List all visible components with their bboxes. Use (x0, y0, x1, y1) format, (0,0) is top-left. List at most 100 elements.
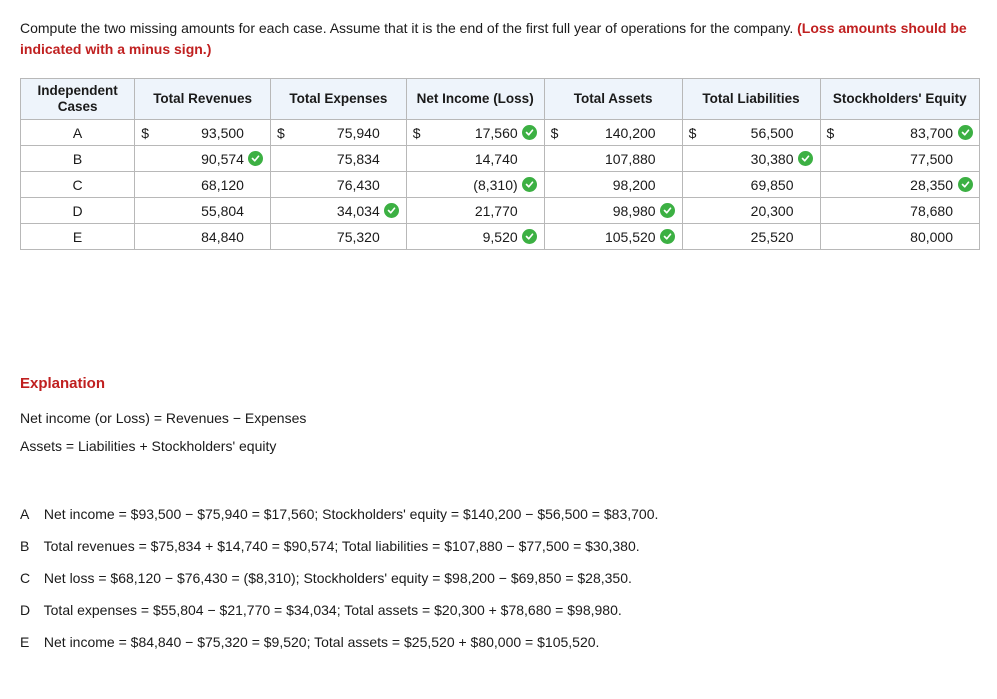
checkmark-icon (958, 125, 973, 140)
formula-line: Net income (or Loss) = Revenues − Expens… (20, 405, 977, 432)
amount-value: 80,000 (845, 229, 954, 245)
explanation-section: Explanation Net income (or Loss) = Reven… (20, 370, 977, 656)
currency-symbol: $ (413, 125, 427, 141)
check-slot (522, 151, 538, 167)
value-cell: 80,000 (820, 224, 980, 250)
value-cell: $140,200 (544, 120, 682, 146)
case-explanation-text: Net loss = $68,120 − $76,430 = ($8,310);… (40, 570, 632, 586)
case-label: C (21, 172, 135, 198)
amount-value: 56,500 (707, 125, 794, 141)
check-slot (384, 203, 400, 219)
case-explanation: E Net income = $84,840 − $75,320 = $9,52… (20, 628, 977, 656)
col-header: Total Assets (544, 79, 682, 120)
checkmark-icon (384, 203, 399, 218)
table-row: B90,57475,83414,740107,88030,38077,500 (21, 146, 980, 172)
case-label: B (21, 146, 135, 172)
check-slot (660, 151, 676, 167)
amount-value: 55,804 (159, 203, 244, 219)
check-slot (248, 151, 264, 167)
currency-symbol: $ (141, 125, 155, 141)
case-explanation-label: B (20, 532, 40, 560)
value-cell: 90,574 (135, 146, 271, 172)
explanation-heading: Explanation (20, 370, 977, 399)
amount-value: (8,310) (431, 177, 518, 193)
case-explanation-label: C (20, 564, 40, 592)
amount-value: 75,940 (295, 125, 380, 141)
check-slot (248, 125, 264, 141)
case-explanation-text: Total revenues = $75,834 + $14,740 = $90… (40, 538, 640, 554)
case-label: D (21, 198, 135, 224)
value-cell: $17,560 (406, 120, 544, 146)
value-cell: 107,880 (544, 146, 682, 172)
table-row: E84,84075,3209,520105,52025,52080,000 (21, 224, 980, 250)
table-row: D55,80434,03421,77098,98020,30078,680 (21, 198, 980, 224)
case-explanation: B Total revenues = $75,834 + $14,740 = $… (20, 532, 977, 560)
value-cell: $83,700 (820, 120, 980, 146)
amount-value: 105,520 (569, 229, 656, 245)
checkmark-icon (248, 151, 263, 166)
check-slot (522, 229, 538, 245)
check-slot (660, 203, 676, 219)
value-cell: 25,520 (682, 224, 820, 250)
amount-value: 21,770 (431, 203, 518, 219)
amount-value: 68,120 (159, 177, 244, 193)
amount-value: 20,300 (707, 203, 794, 219)
case-explanation-text: Net income = $84,840 − $75,320 = $9,520;… (40, 634, 599, 650)
check-slot (248, 203, 264, 219)
value-cell: 77,500 (820, 146, 980, 172)
value-cell: $75,940 (270, 120, 406, 146)
table-row: A$93,500$75,940$17,560$140,200$56,500$83… (21, 120, 980, 146)
amount-value: 98,200 (569, 177, 656, 193)
check-slot (384, 229, 400, 245)
check-slot (248, 177, 264, 193)
value-cell: 98,200 (544, 172, 682, 198)
col-header: Total Liabilities (682, 79, 820, 120)
value-cell: 55,804 (135, 198, 271, 224)
check-slot (957, 125, 973, 141)
col-header: Stockholders' Equity (820, 79, 980, 120)
check-slot (522, 203, 538, 219)
amount-value: 84,840 (159, 229, 244, 245)
checkmark-icon (522, 177, 537, 192)
case-explanation: D Total expenses = $55,804 − $21,770 = $… (20, 596, 977, 624)
table-row: C68,12076,430(8,310)98,20069,85028,350 (21, 172, 980, 198)
amount-value: 140,200 (569, 125, 656, 141)
table-body: A$93,500$75,940$17,560$140,200$56,500$83… (21, 120, 980, 250)
amount-value: 17,560 (431, 125, 518, 141)
value-cell: 30,380 (682, 146, 820, 172)
instructions-block: Compute the two missing amounts for each… (20, 18, 977, 60)
value-cell: 105,520 (544, 224, 682, 250)
currency-symbol: $ (827, 125, 841, 141)
value-cell: 20,300 (682, 198, 820, 224)
amount-value: 9,520 (431, 229, 518, 245)
value-cell: 28,350 (820, 172, 980, 198)
check-slot (957, 229, 973, 245)
amount-value: 98,980 (569, 203, 656, 219)
check-slot (522, 125, 538, 141)
check-slot (384, 151, 400, 167)
case-label: E (21, 224, 135, 250)
checkmark-icon (522, 229, 537, 244)
check-slot (660, 125, 676, 141)
value-cell: 34,034 (270, 198, 406, 224)
checkmark-icon (660, 229, 675, 244)
value-cell: (8,310) (406, 172, 544, 198)
value-cell: 75,834 (270, 146, 406, 172)
col-header: Net Income (Loss) (406, 79, 544, 120)
col-header: Independent Cases (21, 79, 135, 120)
currency-symbol: $ (277, 125, 291, 141)
value-cell: 21,770 (406, 198, 544, 224)
col-header: Total Expenses (270, 79, 406, 120)
check-slot (957, 151, 973, 167)
amount-value: 69,850 (707, 177, 794, 193)
value-cell: 14,740 (406, 146, 544, 172)
value-cell: 9,520 (406, 224, 544, 250)
amount-value: 25,520 (707, 229, 794, 245)
amount-value: 34,034 (295, 203, 380, 219)
case-explanation-text: Total expenses = $55,804 − $21,770 = $34… (40, 602, 622, 618)
checkmark-icon (522, 125, 537, 140)
check-slot (798, 177, 814, 193)
checkmark-icon (798, 151, 813, 166)
case-explanation-label: A (20, 500, 40, 528)
check-slot (957, 203, 973, 219)
